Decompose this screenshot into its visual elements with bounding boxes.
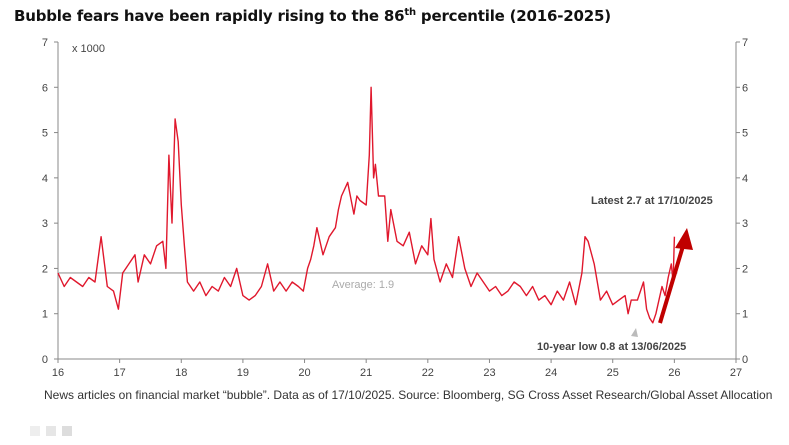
y-tick-label: 4 bbox=[42, 173, 48, 185]
y-tick-label: 7 bbox=[42, 37, 48, 49]
x-tick-label: 25 bbox=[607, 367, 619, 379]
y-tick-label-right: 0 bbox=[742, 354, 748, 366]
y-tick-label-right: 5 bbox=[742, 128, 748, 140]
x-tick-label: 18 bbox=[175, 367, 187, 379]
x-tick-label: 16 bbox=[52, 367, 64, 379]
watermark-icon bbox=[30, 426, 72, 436]
x-tick-label: 17 bbox=[114, 367, 126, 379]
trend-arrow bbox=[658, 228, 693, 324]
y-tick-label: 6 bbox=[42, 82, 48, 94]
annotation-latest: Latest 2.7 at 17/10/2025 bbox=[591, 195, 713, 207]
x-tick-label: 20 bbox=[298, 367, 310, 379]
y-tick-label-right: 2 bbox=[742, 263, 748, 275]
x-tick-label: 23 bbox=[483, 367, 495, 379]
y-tick-label-right: 3 bbox=[742, 218, 748, 230]
unit-label: x 1000 bbox=[72, 43, 105, 55]
x-tick-label: 26 bbox=[668, 367, 680, 379]
y-tick-label-right: 4 bbox=[742, 173, 748, 185]
chart-title: Bubble fears have been rapidly rising to… bbox=[14, 7, 611, 25]
annotation-low: 10-year low 0.8 at 13/06/2025 bbox=[537, 341, 686, 353]
x-tick-label: 21 bbox=[360, 367, 372, 379]
x-tick-label: 22 bbox=[422, 367, 434, 379]
y-tick-label: 5 bbox=[42, 128, 48, 140]
y-tick-label: 2 bbox=[42, 263, 48, 275]
trend-arrow-head bbox=[675, 228, 693, 250]
y-tick-label-right: 7 bbox=[742, 37, 748, 49]
y-tick-label: 3 bbox=[42, 218, 48, 230]
footnote: News articles on financial market “bubbl… bbox=[44, 388, 773, 402]
average-label: Average: 1.9 bbox=[332, 279, 394, 291]
trend-arrow-shaft bbox=[658, 245, 685, 324]
x-tick-label: 19 bbox=[237, 367, 249, 379]
y-tick-label: 0 bbox=[42, 354, 48, 366]
y-tick-label-right: 6 bbox=[742, 82, 748, 94]
y-tick-label: 1 bbox=[42, 309, 48, 321]
series-line bbox=[57, 86, 676, 324]
y-tick-label-right: 1 bbox=[742, 309, 748, 321]
x-tick-label: 27 bbox=[730, 367, 742, 379]
x-tick-label: 24 bbox=[545, 367, 557, 379]
low-pointer-arrow bbox=[631, 328, 638, 337]
